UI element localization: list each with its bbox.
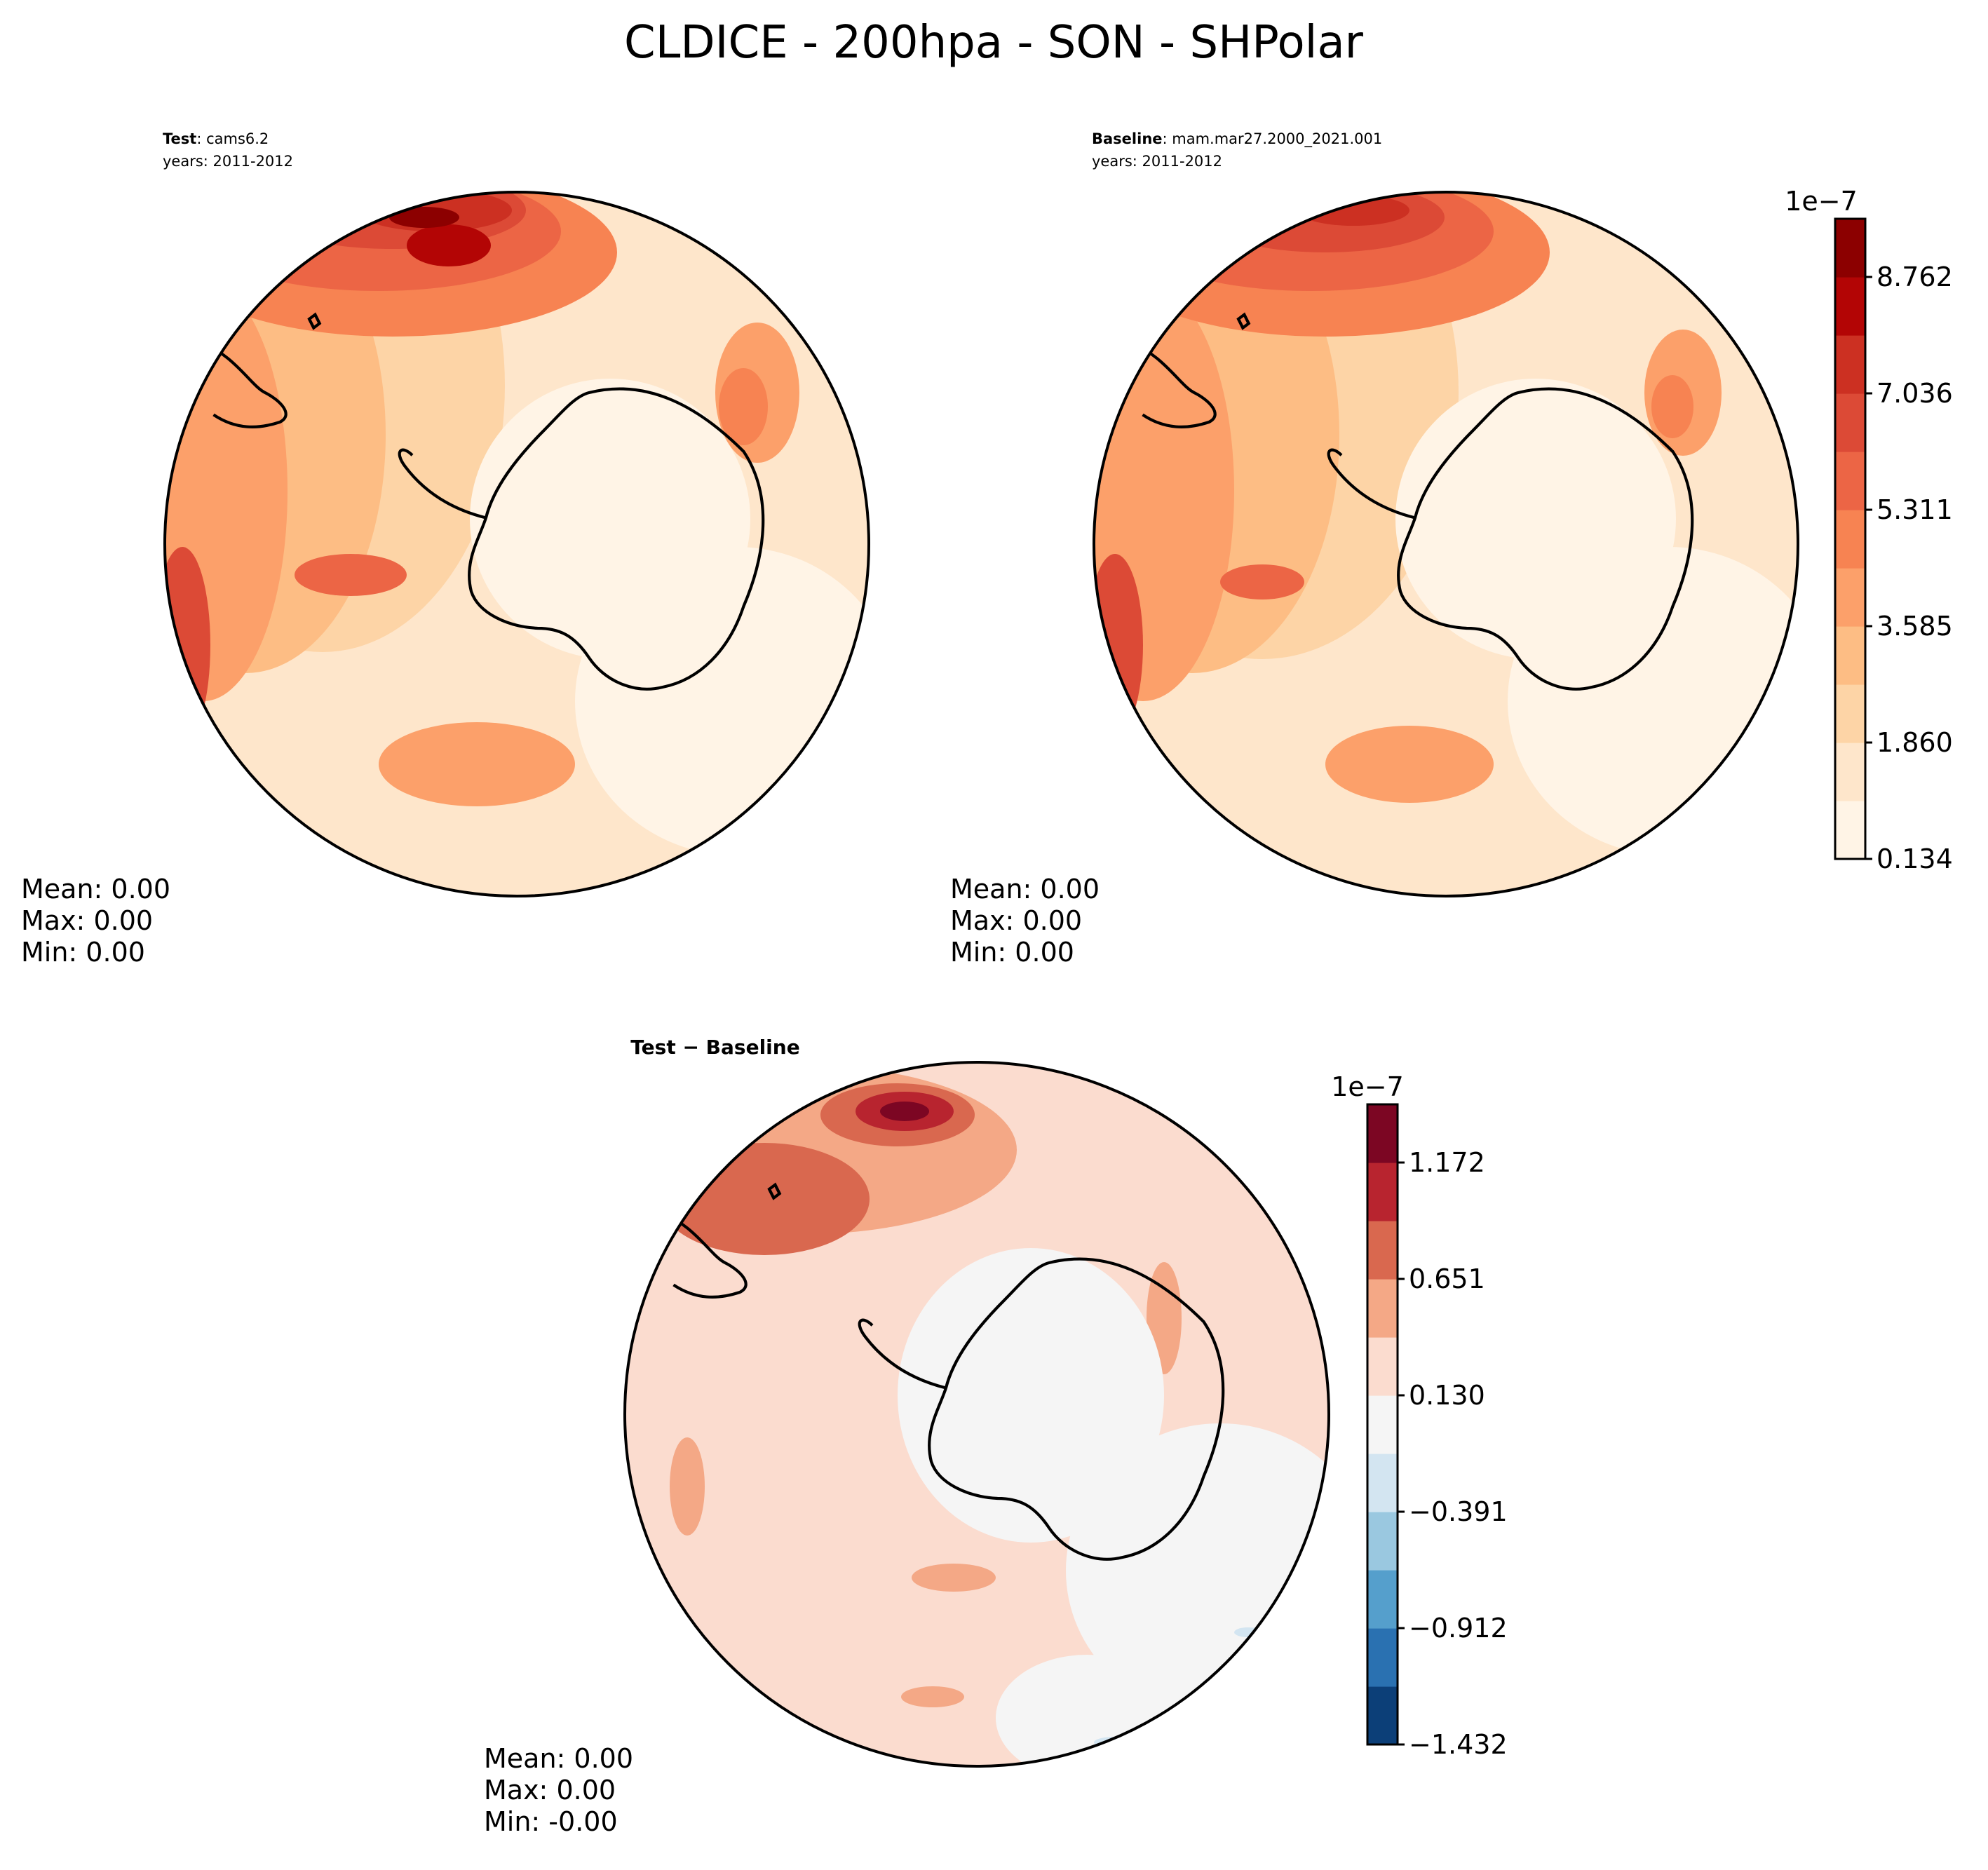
- baseline-max: Max: 0.00: [950, 905, 1082, 936]
- field-colorbar-tick-label: 1.860: [1877, 727, 1953, 758]
- field-colorbar-ticks: 0.134 1.860 3.585 5.311 7.036 8.762: [1865, 262, 1953, 874]
- field-colorbar-band: [1835, 393, 1865, 452]
- diff-colorbar-tick-label: 0.130: [1409, 1380, 1485, 1411]
- field-colorbar-frame: [1834, 217, 1867, 860]
- field-colorbar-band: [1835, 335, 1865, 394]
- field-colorbar-band: [1835, 626, 1865, 685]
- baseline-header: Baseline: mam.mar27.2000_2021.001: [1092, 130, 1382, 148]
- test-max: Max: 0.00: [21, 905, 153, 936]
- field-colorbar-band: [1835, 452, 1865, 510]
- field-colorbar-bands: [1835, 219, 1865, 860]
- baseline-label: Baseline: [1092, 130, 1163, 147]
- field-colorbar-tick-label: 7.036: [1877, 378, 1953, 409]
- field-colorbar-tick-label: 8.762: [1877, 262, 1953, 292]
- diff-colorbar-band: [1367, 1570, 1398, 1629]
- field-colorbar-exponent: 1e−7: [1785, 186, 1858, 217]
- diff-colorbar: 1e−7 −1.432 −0.912 −0.391 0.130 0.651 1.172: [1331, 1071, 1507, 1760]
- diff-colorbar-tick-label: −0.912: [1409, 1613, 1508, 1644]
- test-map: [165, 192, 869, 896]
- panel-diff: Test − Baseline Mean: 0.00 Max: 0.00 Min…: [484, 1036, 1330, 1837]
- baseline-case: : mam.mar27.2000_2021.001: [1163, 130, 1383, 148]
- diff-colorbar-tick-label: −1.432: [1409, 1729, 1508, 1760]
- field-colorbar-band: [1835, 801, 1865, 860]
- test-case: : cams6.2: [196, 130, 269, 147]
- field-colorbar: 1e−7 0.134 1.860 3.585 5.311 7.036 8.762: [1785, 186, 1953, 874]
- diff-label: Test − Baseline: [630, 1036, 799, 1059]
- test-years: years: 2011-2012: [163, 153, 293, 170]
- diff-colorbar-tick-label: 0.651: [1409, 1263, 1485, 1294]
- field-colorbar-tick-label: 3.585: [1877, 611, 1953, 642]
- diff-mean: Mean: 0.00: [484, 1743, 633, 1774]
- diff-colorbar-band: [1367, 1104, 1398, 1163]
- diff-colorbar-band: [1367, 1221, 1398, 1280]
- test-map-boundary: [163, 191, 870, 897]
- diff-max: Max: 0.00: [484, 1775, 616, 1805]
- baseline-map: [1094, 192, 1798, 896]
- test-header: Test: cams6.2: [163, 130, 269, 147]
- baseline-mean: Mean: 0.00: [950, 874, 1100, 904]
- baseline-min: Min: 0.00: [950, 937, 1074, 968]
- diff-map: [625, 1062, 1329, 1766]
- baseline-map-boundary: [1093, 191, 1799, 897]
- diff-colorbar-tick-label: 1.172: [1409, 1147, 1485, 1178]
- field-colorbar-band: [1835, 743, 1865, 801]
- diff-min: Min: -0.00: [484, 1806, 618, 1837]
- diff-colorbar-band: [1367, 1163, 1398, 1221]
- field-colorbar-tick-label: 0.134: [1877, 843, 1953, 874]
- figure-title: CLDICE - 200hpa - SON - SHPolar: [624, 17, 1364, 69]
- field-colorbar-band: [1835, 219, 1865, 278]
- field-colorbar-band: [1835, 510, 1865, 569]
- diff-colorbar-band: [1367, 1686, 1398, 1745]
- test-label: Test: [163, 130, 196, 147]
- panel-test: Test: cams6.2 years: 2011-2012 Mean: 0.0…: [21, 130, 870, 968]
- test-mean: Mean: 0.00: [21, 874, 170, 904]
- diff-colorbar-band: [1367, 1512, 1398, 1571]
- diff-colorbar-tick-label: −0.391: [1409, 1496, 1508, 1527]
- field-colorbar-band: [1835, 568, 1865, 627]
- field-colorbar-band: [1835, 684, 1865, 743]
- baseline-years: years: 2011-2012: [1092, 153, 1222, 170]
- diff-colorbar-band: [1367, 1337, 1398, 1396]
- diff-map-boundary: [623, 1061, 1330, 1768]
- diff-colorbar-frame: [1366, 1103, 1399, 1746]
- diff-colorbar-band: [1367, 1454, 1398, 1512]
- diff-colorbar-bands: [1367, 1104, 1398, 1745]
- field-colorbar-band: [1835, 277, 1865, 336]
- field-colorbar-tick-label: 5.311: [1877, 494, 1953, 525]
- diff-colorbar-band: [1367, 1395, 1398, 1454]
- diff-colorbar-band: [1367, 1628, 1398, 1687]
- diff-colorbar-ticks: −1.432 −0.912 −0.391 0.130 0.651 1.172: [1398, 1147, 1508, 1760]
- diff-colorbar-band: [1367, 1279, 1398, 1338]
- test-min: Min: 0.00: [21, 937, 145, 968]
- diff-colorbar-exponent: 1e−7: [1331, 1071, 1404, 1102]
- panel-baseline: Baseline: mam.mar27.2000_2021.001 years:…: [950, 130, 1799, 968]
